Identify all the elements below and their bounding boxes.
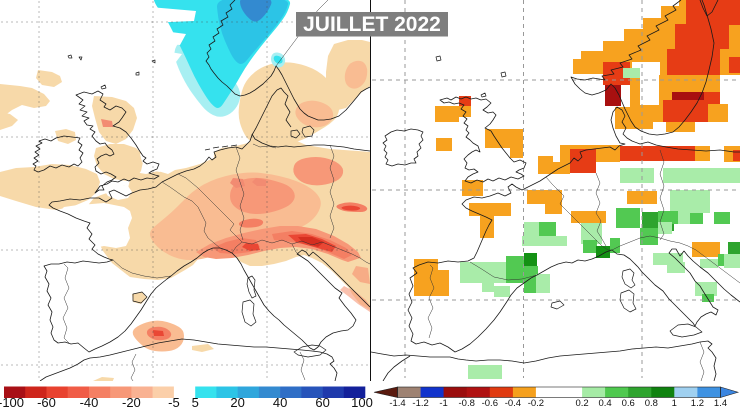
svg-text:-60: -60 bbox=[37, 395, 56, 408]
svg-text:-0.2: -0.2 bbox=[528, 398, 544, 408]
svg-text:-20: -20 bbox=[122, 395, 141, 408]
svg-text:-0.6: -0.6 bbox=[482, 398, 498, 408]
svg-text:0.2: 0.2 bbox=[575, 398, 588, 408]
svg-text:-0.4: -0.4 bbox=[505, 398, 521, 408]
svg-text:1.2: 1.2 bbox=[691, 398, 704, 408]
svg-text:-100: -100 bbox=[0, 395, 24, 408]
svg-text:1: 1 bbox=[672, 398, 677, 408]
svg-text:0.6: 0.6 bbox=[622, 398, 635, 408]
svg-text:60: 60 bbox=[315, 395, 329, 408]
svg-text:-5: -5 bbox=[168, 395, 180, 408]
svg-text:20: 20 bbox=[230, 395, 244, 408]
svg-text:0.8: 0.8 bbox=[645, 398, 658, 408]
svg-text:40: 40 bbox=[273, 395, 287, 408]
svg-text:-1: -1 bbox=[439, 398, 447, 408]
svg-text:-1.4: -1.4 bbox=[389, 398, 405, 408]
svg-text:5: 5 bbox=[192, 395, 199, 408]
svg-text:-1.2: -1.2 bbox=[412, 398, 428, 408]
svg-text:JUILLET 2022: JUILLET 2022 bbox=[303, 13, 441, 36]
svg-text:1.4: 1.4 bbox=[714, 398, 727, 408]
svg-text:-0.8: -0.8 bbox=[459, 398, 475, 408]
svg-text:-40: -40 bbox=[80, 395, 99, 408]
svg-text:100: 100 bbox=[351, 395, 373, 408]
svg-text:0.4: 0.4 bbox=[598, 398, 611, 408]
